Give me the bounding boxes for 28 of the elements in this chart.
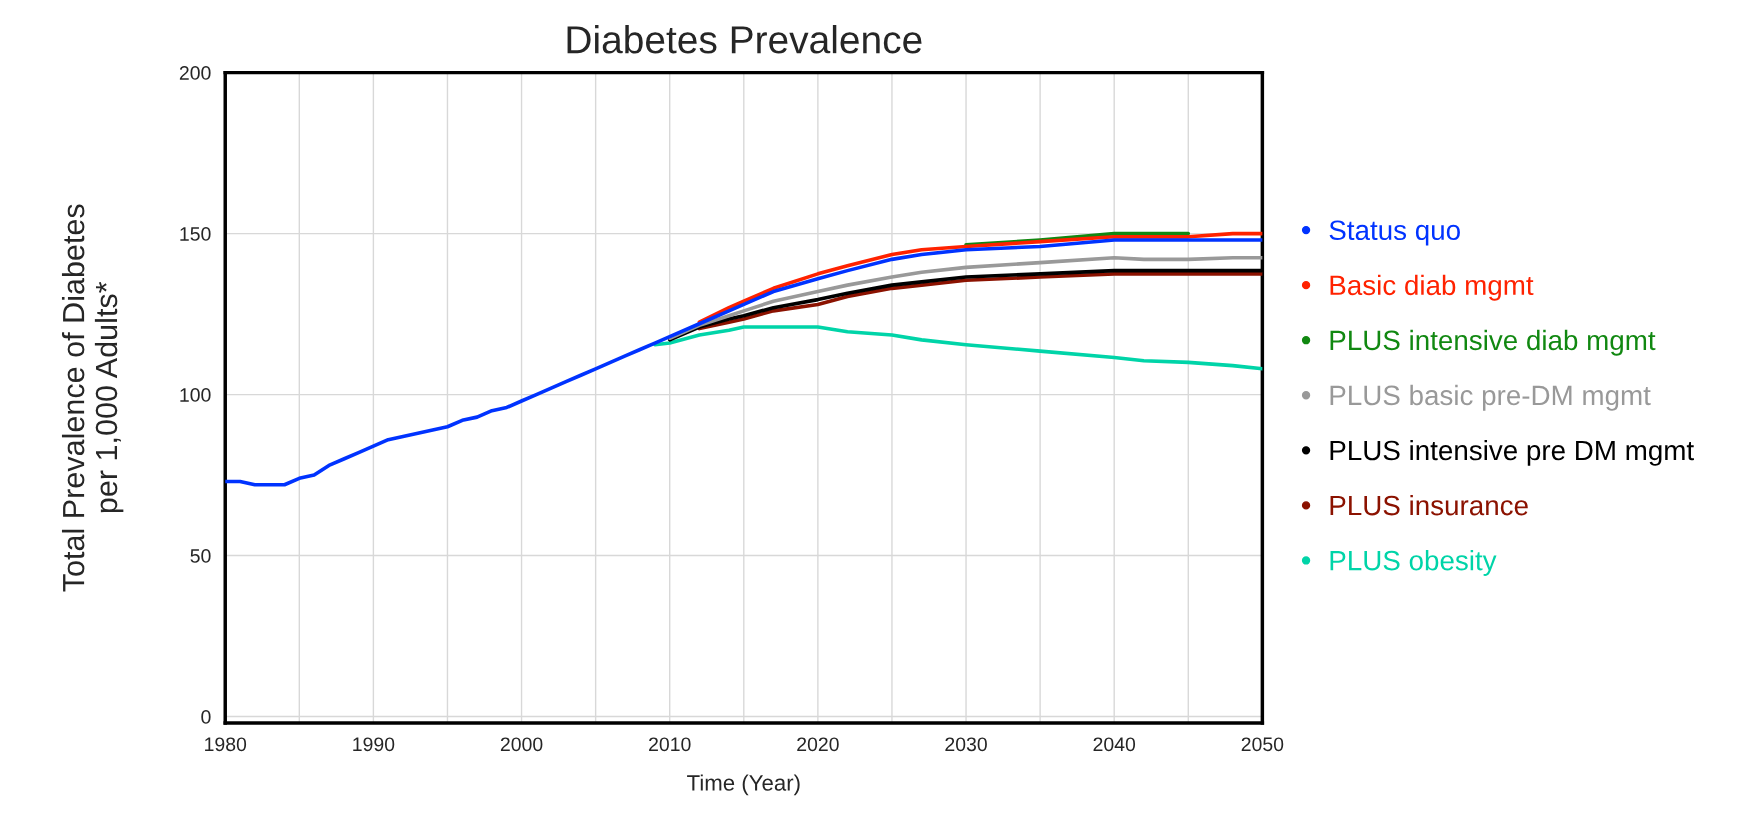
legend-label: Status quo — [1329, 220, 1460, 246]
x-tick-label: 2020 — [797, 737, 839, 752]
line-series — [667, 255, 1263, 341]
y-tick-label: 100 — [180, 388, 211, 402]
x-tick-label: 1980 — [205, 737, 247, 752]
y-tick-label: 150 — [180, 227, 211, 241]
line-series — [697, 231, 1263, 324]
y-tick-label: 0 — [201, 710, 211, 724]
legend-label: PLUS basic pre-DM mgmt — [1330, 384, 1651, 411]
line-series — [225, 238, 1263, 487]
x-tick-label: 2050 — [1241, 737, 1284, 752]
x-tick-label: 2010 — [649, 737, 691, 752]
legend-label: Basic diab mgmt — [1330, 274, 1534, 301]
y-axis-title: Total Prevalence of Diabetes per 1,000 Adults* — [61, 204, 124, 592]
x-tick-label: 2040 — [1093, 737, 1136, 752]
y-tick-label: 200 — [179, 66, 211, 80]
x-tick-label: 1990 — [353, 737, 395, 752]
x-axis-title: Time (Year) — [687, 774, 800, 796]
legend-label: PLUS obesity — [1330, 550, 1497, 576]
x-tick-label: 2000 — [500, 737, 543, 752]
legend-label: PLUS intensive diab mgmt — [1330, 329, 1656, 356]
y-tick-label: 50 — [190, 549, 211, 563]
line-series — [697, 272, 1263, 331]
chart-title: Diabetes Prevalence — [567, 25, 922, 54]
x-tick-label: 2030 — [945, 737, 987, 752]
line-series — [653, 325, 1263, 371]
legend-label: PLUS insurance — [1330, 494, 1528, 516]
legend-label: PLUS intensive pre DM mgmt — [1330, 439, 1694, 466]
